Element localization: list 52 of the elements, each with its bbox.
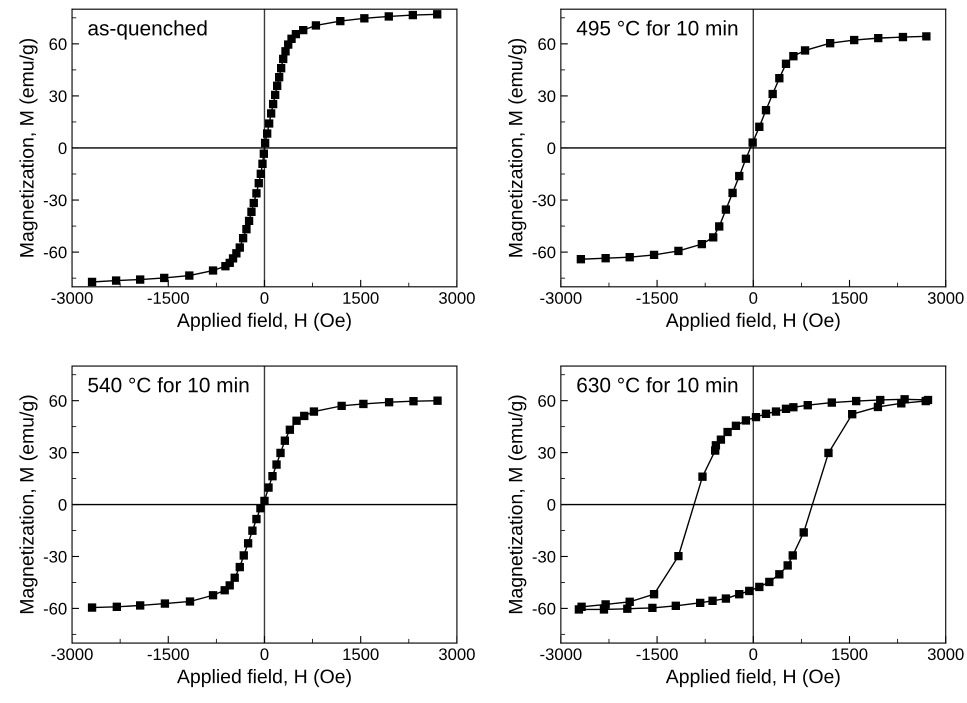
x-axis-title: Applied field, H (Oe) (666, 668, 840, 688)
x-tick-label: -3000 (51, 292, 93, 304)
annotation: 495 °C for 10 min (576, 20, 738, 36)
x-axis-title: Applied field, H (Oe) (176, 312, 351, 331)
y-tick-label: 0 (58, 142, 67, 154)
y-tick-label: 60 (49, 38, 67, 50)
x-tick-label: 0 (260, 648, 268, 660)
y-tick-label: 60 (49, 395, 67, 407)
x-tick-label: -3000 (540, 292, 582, 304)
x-axis-title: Applied field, H (Oe) (666, 312, 840, 331)
y-tick-label: 0 (547, 498, 556, 511)
x-tick-label: 3000 (928, 648, 964, 660)
x-tick-label: -3000 (540, 648, 582, 660)
x-tick-label: 1500 (832, 648, 868, 660)
y-tick-label: 30 (49, 447, 67, 459)
y-tick-label: -30 (532, 194, 556, 206)
y-axis-title: Magnetization, M (emu/g) (508, 38, 526, 257)
y-tick-label: -30 (44, 194, 67, 206)
x-tick-label: -1500 (636, 292, 678, 304)
y-tick-label: -60 (44, 246, 67, 258)
x-tick-label: 1500 (343, 648, 379, 660)
y-tick-label: -30 (44, 550, 67, 563)
y-tick-label: -60 (532, 602, 556, 615)
y-tick-label: -60 (44, 602, 67, 615)
x-tick-label: -3000 (51, 648, 93, 660)
y-axis-title: Magnetization, M (emu/g) (508, 396, 526, 614)
x-tick-label: 0 (749, 292, 758, 304)
x-tick-label: 3000 (439, 648, 475, 660)
annotation: 540 °C for 10 min (88, 377, 248, 392)
x-tick-label: 3000 (928, 292, 964, 304)
y-axis-title: Magnetization, M (emu/g) (19, 38, 38, 257)
x-tick-label: 0 (749, 648, 758, 660)
x-tick-label: -1500 (636, 648, 678, 660)
y-tick-label: 0 (58, 498, 67, 511)
x-axis-title: Applied field, H (Oe) (176, 668, 351, 688)
y-tick-label: 60 (538, 38, 556, 50)
y-tick-label: 0 (547, 142, 556, 154)
y-tick-label: -30 (532, 550, 556, 563)
y-tick-label: 60 (538, 395, 556, 407)
annotation: as-quenched (88, 20, 207, 40)
x-tick-label: 3000 (439, 292, 475, 304)
y-tick-label: 30 (538, 447, 556, 459)
y-tick-label: 30 (538, 90, 556, 102)
y-tick-label: 30 (49, 90, 67, 102)
x-tick-label: 0 (260, 292, 268, 304)
y-axis-title: Magnetization, M (emu/g) (19, 396, 38, 614)
x-tick-label: 1500 (832, 292, 868, 304)
x-tick-label: 1500 (343, 292, 379, 304)
x-tick-label: -1500 (148, 292, 189, 304)
annotation: 630 °C for 10 min (577, 377, 738, 392)
x-tick-label: -1500 (148, 648, 189, 660)
y-tick-label: -60 (532, 246, 556, 258)
